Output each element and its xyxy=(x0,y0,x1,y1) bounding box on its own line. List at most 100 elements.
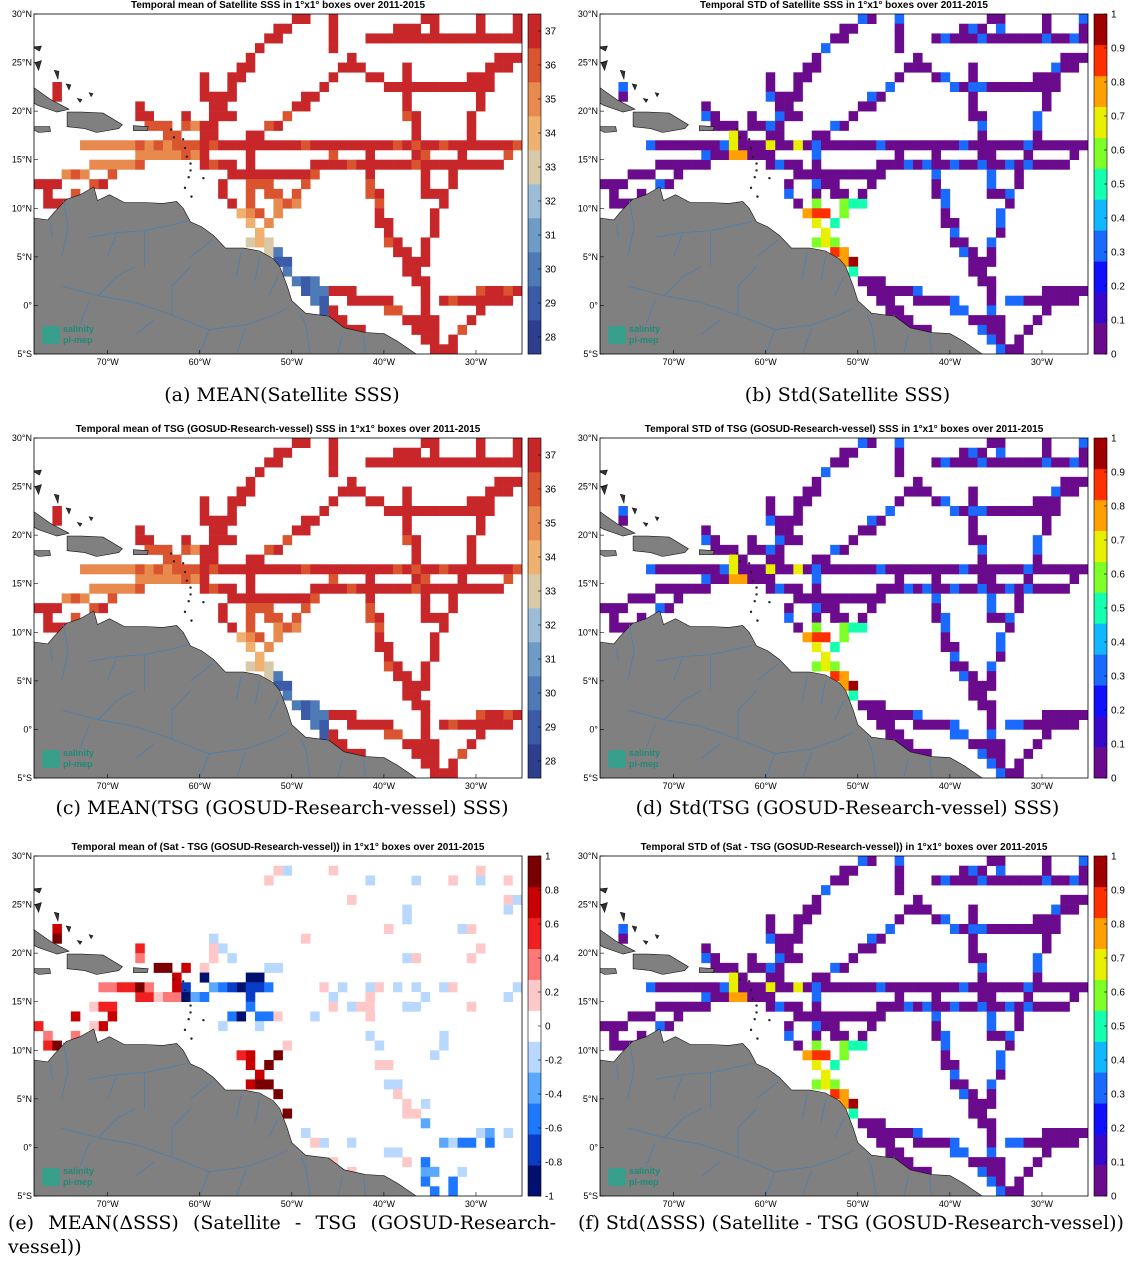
grid-cell xyxy=(931,612,941,623)
grid-cell xyxy=(986,159,997,170)
grid-cell xyxy=(765,583,776,594)
grid-cell xyxy=(383,1079,394,1090)
grid-cell xyxy=(931,295,941,306)
grid-cell xyxy=(1014,924,1024,935)
grid-cell xyxy=(986,875,997,886)
grid-cell xyxy=(420,159,431,170)
grid-cell xyxy=(1005,719,1015,730)
grid-cell xyxy=(738,972,748,983)
grid-cell xyxy=(839,865,849,876)
grid-cell xyxy=(264,564,274,575)
grid-cell xyxy=(328,875,339,886)
colorbar-tick-label: 29 xyxy=(545,299,557,310)
grid-cell xyxy=(738,150,748,161)
grid-cell xyxy=(264,1011,274,1022)
grid-cell xyxy=(940,218,951,229)
grid-cell xyxy=(949,642,960,653)
grid-cell xyxy=(153,992,164,1003)
grid-cell xyxy=(876,719,886,730)
grid-cell xyxy=(719,564,730,575)
colorbar-tick-label: 0 xyxy=(545,1022,551,1033)
grid-cell xyxy=(885,1147,895,1158)
grid-cell xyxy=(512,894,522,905)
grid-cell xyxy=(728,140,739,151)
grid-cell xyxy=(710,982,720,993)
grid-cell xyxy=(301,515,311,526)
grid-cell xyxy=(273,544,283,555)
grid-cell xyxy=(126,583,136,594)
grid-cell xyxy=(903,140,914,151)
grid-cell xyxy=(995,14,1006,25)
logo-icon xyxy=(608,750,626,768)
grid-cell xyxy=(940,719,951,730)
grid-cell xyxy=(218,583,228,594)
grid-cell xyxy=(701,574,711,585)
grid-cell xyxy=(337,739,348,750)
grid-cell xyxy=(894,23,905,34)
lat-tick-label: 20°N xyxy=(12,106,32,116)
grid-cell xyxy=(664,583,674,594)
grid-cell xyxy=(995,447,1006,458)
grid-cell xyxy=(319,924,329,935)
grid-cell xyxy=(291,101,302,112)
grid-cell xyxy=(774,544,785,555)
logo-text-bottom: pi-mep xyxy=(63,759,93,769)
colorbar: 00.10.20.30.40.50.60.70.80.91 xyxy=(1093,10,1125,361)
grid-cell xyxy=(995,227,1006,238)
grid-cell xyxy=(811,150,822,161)
grid-cell xyxy=(1051,564,1061,575)
grid-cell xyxy=(512,564,522,575)
colorbar: 00.10.20.30.40.50.60.70.80.91 xyxy=(1093,434,1125,785)
grid-cell xyxy=(811,972,822,983)
colorbar-segment xyxy=(1094,1165,1107,1197)
grid-cell xyxy=(135,525,145,536)
grid-cell xyxy=(940,1060,951,1071)
colorbar-tick-label: -0.6 xyxy=(545,1124,563,1135)
grid-cell xyxy=(802,1050,813,1061)
grid-cell xyxy=(310,719,320,730)
colorbar: -1-0.8-0.6-0.4-0.200.20.40.60.81 xyxy=(527,852,563,1203)
grid-cell xyxy=(190,140,201,151)
grid-cell xyxy=(411,690,422,701)
grid-cell xyxy=(977,276,988,287)
grid-cell xyxy=(1051,486,1061,497)
grid-cell xyxy=(429,23,440,34)
grid-cell xyxy=(356,748,366,759)
grid-cell xyxy=(227,953,237,964)
grid-cell xyxy=(273,982,283,993)
grid-cell xyxy=(1032,506,1043,517)
grid-cell xyxy=(475,23,486,34)
grid-cell xyxy=(949,140,960,151)
grid-cell xyxy=(1032,739,1043,750)
grid-cell xyxy=(894,305,905,316)
grid-cell xyxy=(802,486,813,497)
grid-cell xyxy=(144,982,154,993)
grid-cell xyxy=(245,159,256,170)
grid-cell xyxy=(420,169,431,180)
grid-cell xyxy=(995,344,1006,354)
colorbar-tick-label: 30 xyxy=(545,689,557,700)
grid-cell xyxy=(466,140,477,151)
lat-tick-label: 5°N xyxy=(583,1094,598,1104)
colorbar-tick-label: 29 xyxy=(545,723,557,734)
grid-cell xyxy=(1032,719,1043,730)
grid-cell xyxy=(328,72,339,83)
grid-cell xyxy=(1060,894,1070,905)
grid-cell xyxy=(995,583,1006,594)
grid-cell xyxy=(411,447,422,458)
grid-cell xyxy=(393,729,403,740)
grid-cell xyxy=(940,188,951,199)
grid-cell xyxy=(1041,933,1052,944)
grid-cell xyxy=(144,120,154,131)
grid-cell xyxy=(839,256,849,267)
grid-cell xyxy=(968,680,978,691)
grid-cell xyxy=(466,953,477,964)
grid-cell xyxy=(181,120,191,131)
grid-cell xyxy=(774,982,785,993)
grid-cell xyxy=(673,583,684,594)
grid-cell xyxy=(738,140,748,151)
grid-cell xyxy=(959,247,969,258)
grid-cell xyxy=(494,1001,504,1012)
grid-cell xyxy=(1051,295,1061,306)
grid-cell xyxy=(1032,583,1043,594)
